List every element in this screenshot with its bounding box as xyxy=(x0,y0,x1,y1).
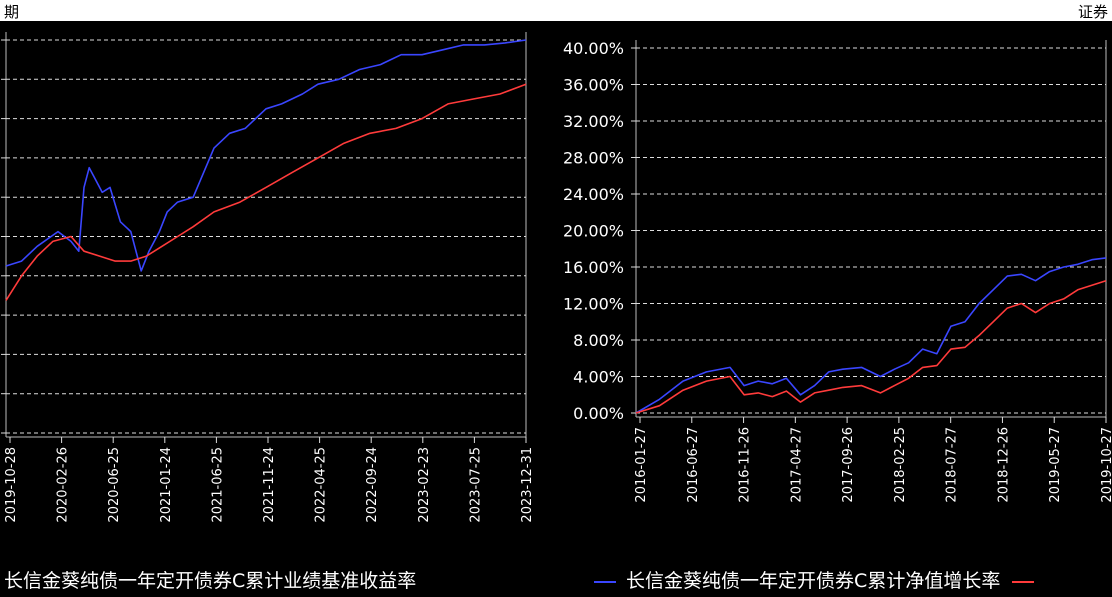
legend-swatch-red-icon xyxy=(1012,580,1035,583)
right-chart-y-tick-label: 32.00% xyxy=(563,112,624,131)
top-left-text: 期 xyxy=(4,3,20,21)
left-chart-x-tick-label: 2021-11-24 xyxy=(262,447,277,523)
right-chart-y-tick-label: 16.00% xyxy=(563,258,624,277)
legend-swatch-blue-icon xyxy=(594,580,616,583)
top-right-text: 证券 xyxy=(1077,3,1108,21)
right-chart-y-tick-label: 36.00% xyxy=(563,76,624,95)
right-chart-x-tick-label: 2018-02-25 xyxy=(893,427,908,503)
right-chart-x-tick-label: 2017-09-26 xyxy=(841,427,856,503)
legend-left: 长信金葵纯债一年定开债券C累计业绩基准收益率 xyxy=(4,566,416,593)
right-chart-y-tick-label: 28.00% xyxy=(563,149,624,168)
right-chart-y-tick-label: 40.00% xyxy=(563,39,624,58)
left-chart-x-tick-label: 2023-12-31 xyxy=(520,447,535,523)
left-chart-x-tick-label: 2022-04-25 xyxy=(314,447,329,523)
right-chart-x-tick-label: 2018-12-26 xyxy=(996,427,1011,503)
right-chart-x-tick-label: 2019-10-27 xyxy=(1100,427,1112,503)
right-chart-y-tick-label: 0.00% xyxy=(573,404,624,423)
top-bar: 期 证券 xyxy=(0,0,1112,21)
right-chart-x-tick-label: 2016-11-26 xyxy=(738,427,753,503)
left-chart-x-tick-label: 2020-02-26 xyxy=(56,447,71,523)
left-chart-x-tick-label: 2022-09-24 xyxy=(365,447,380,523)
right-chart-y-tick-label: 8.00% xyxy=(573,331,624,350)
right-chart-y-tick-label: 24.00% xyxy=(563,185,624,204)
left-chart-series-blue-line xyxy=(5,39,527,272)
right-chart-x-tick-label: 2019-05-27 xyxy=(1048,427,1063,503)
right-chart-x-tick-label: 2018-07-27 xyxy=(945,427,960,503)
left-chart-series-red-line xyxy=(5,83,527,301)
right-chart-y-tick-label: 12.00% xyxy=(563,295,624,314)
legend-right-label: 长信金葵纯债一年定开债券C累计净值增长率 xyxy=(626,570,1001,592)
right-chart-x-tick-label: 2016-01-27 xyxy=(634,427,649,503)
right-chart-y-tick-label: 20.00% xyxy=(563,222,624,241)
right-chart-x-tick-label: 2016-06-27 xyxy=(686,427,701,503)
right-chart-x-tick-label: 2017-04-27 xyxy=(789,427,804,503)
legend-left-label: 长信金葵纯债一年定开债券C累计业绩基准收益率 xyxy=(4,570,417,592)
left-chart-x-tick-label: 2023-02-23 xyxy=(417,447,432,523)
left-chart-x-tick-label: 2021-01-24 xyxy=(159,447,174,523)
right-chart-series-red-line xyxy=(635,279,1107,414)
left-chart-x-tick-label: 2019-10-28 xyxy=(4,447,19,523)
left-chart-x-tick-label: 2023-07-25 xyxy=(468,447,483,523)
left-chart-x-tick-label: 2021-06-25 xyxy=(210,447,225,523)
legend-right: 长信金葵纯债一年定开债券C累计净值增长率 xyxy=(594,566,1038,593)
right-chart-series-blue-line xyxy=(635,257,1107,414)
right-chart-y-tick-label: 4.00% xyxy=(573,368,624,387)
left-chart-x-tick-label: 2020-06-25 xyxy=(107,447,122,523)
